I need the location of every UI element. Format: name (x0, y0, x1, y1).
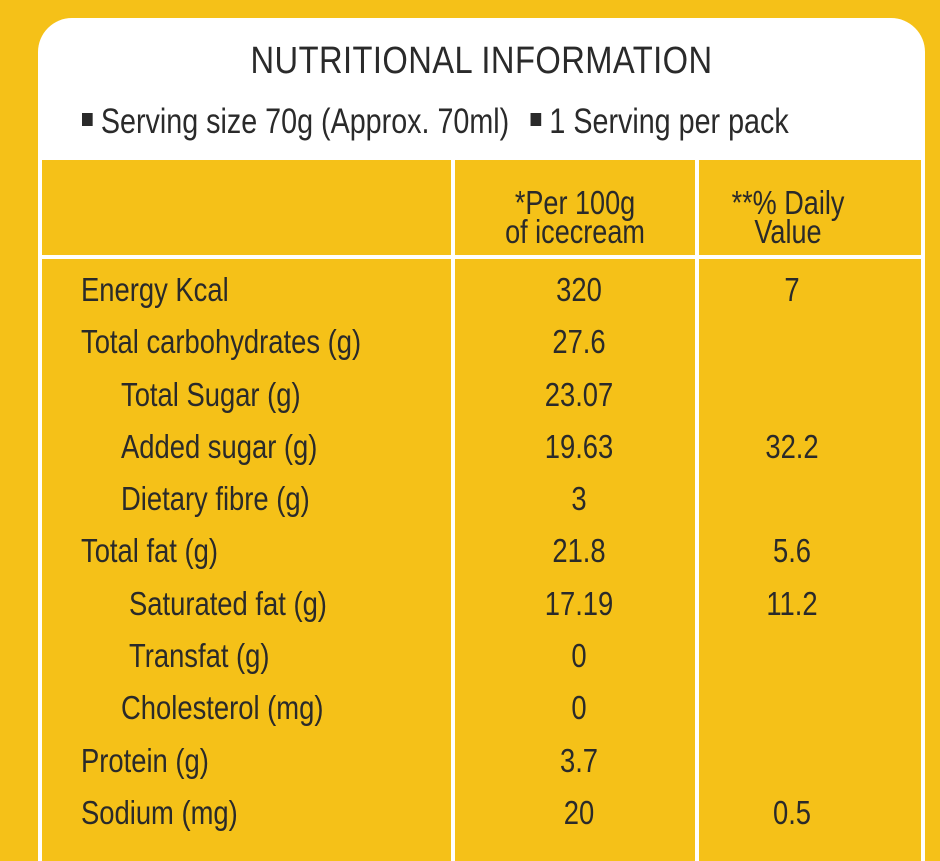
nutrient-name: Saturated fat (g) (129, 584, 327, 622)
table-row: Sodium (mg) 20 0.5 (42, 787, 921, 839)
column-divider (451, 160, 455, 861)
nutrient-name: Dietary fibre (g) (121, 480, 310, 518)
table-row: Transfat (g) 0 (42, 630, 921, 682)
serving-info: Serving size 70g (Approx. 70ml) 1 Serving… (82, 102, 789, 142)
column-header-per-100g: *Per 100g of icecream (477, 184, 674, 250)
column-header-line: of icecream (505, 213, 645, 250)
daily-value (718, 630, 866, 682)
nutrient-name: Total fat (g) (81, 532, 219, 570)
column-divider (695, 160, 699, 861)
column-header-daily-value: **% Daily Value (715, 184, 861, 250)
table-row: Saturated fat (g) 17.19 11.2 (42, 578, 921, 630)
daily-value: 5.6 (772, 532, 812, 570)
table-row: Added sugar (g) 19.63 32.2 (42, 421, 921, 473)
per-100g-value: 21.8 (552, 532, 606, 570)
daily-value: 11.2 (766, 584, 818, 622)
nutrient-name: Total carbohydrates (g) (81, 323, 362, 361)
nutrient-name: Cholesterol (mg) (121, 689, 324, 727)
nutrient-name: Protein (g) (81, 741, 209, 779)
nutrient-name: Added sugar (g) (121, 427, 318, 465)
header-divider (42, 255, 921, 259)
nutrient-name: Sodium (mg) (81, 793, 238, 831)
per-100g-value: 20 (563, 793, 595, 831)
nutrient-name: Transfat (g) (129, 637, 270, 675)
table-row: Energy Kcal 320 7 (42, 264, 921, 316)
per-100g-value: 17.19 (544, 584, 614, 622)
column-header-line: Value (754, 213, 822, 250)
nutrition-header: NUTRITIONAL INFORMATION Serving size 70g… (38, 18, 925, 160)
table-row: Total Sugar (g) 23.07 (42, 369, 921, 421)
nutrition-table: *Per 100g of icecream **% Daily Value En… (42, 160, 921, 861)
servings-per-pack-text: 1 Serving per pack (549, 102, 789, 141)
daily-value: 7 (784, 271, 800, 308)
column-header-line: **% Daily (731, 184, 845, 221)
daily-value: 32.2 (765, 427, 819, 465)
per-100g-value: 0 (571, 689, 587, 727)
nutrient-name: Total Sugar (g) (121, 375, 301, 413)
per-100g-value: 3.7 (559, 741, 599, 779)
daily-value (718, 369, 866, 421)
per-100g-value: 23.07 (544, 375, 614, 413)
table-row: Total fat (g) 21.8 5.6 (42, 525, 921, 577)
nutrient-rows: Energy Kcal 320 7 Total carbohydrates (g… (42, 264, 921, 839)
daily-value (718, 735, 866, 787)
per-100g-value: 3 (571, 480, 587, 518)
daily-value: 0.5 (772, 793, 812, 831)
page-title: NUTRITIONAL INFORMATION (250, 40, 713, 82)
per-100g-value: 320 (556, 271, 602, 308)
daily-value (718, 473, 866, 525)
serving-size-text: Serving size 70g (Approx. 70ml) (100, 102, 510, 141)
table-row: Cholesterol (mg) 0 (42, 682, 921, 734)
square-bullet-icon (530, 113, 542, 127)
table-row: Protein (g) 3.7 (42, 735, 921, 787)
nutrition-panel: NUTRITIONAL INFORMATION Serving size 70g… (38, 18, 925, 861)
per-100g-value: 19.63 (544, 427, 614, 465)
column-header-line: *Per 100g (514, 184, 636, 221)
table-row: Dietary fibre (g) 3 (42, 473, 921, 525)
table-row: Total carbohydrates (g) 27.6 (42, 316, 921, 368)
daily-value (718, 316, 866, 368)
nutrient-name: Energy Kcal (81, 271, 229, 308)
daily-value (718, 682, 866, 734)
square-bullet-icon (82, 113, 93, 127)
per-100g-value: 27.6 (552, 323, 606, 361)
per-100g-value: 0 (571, 637, 587, 675)
